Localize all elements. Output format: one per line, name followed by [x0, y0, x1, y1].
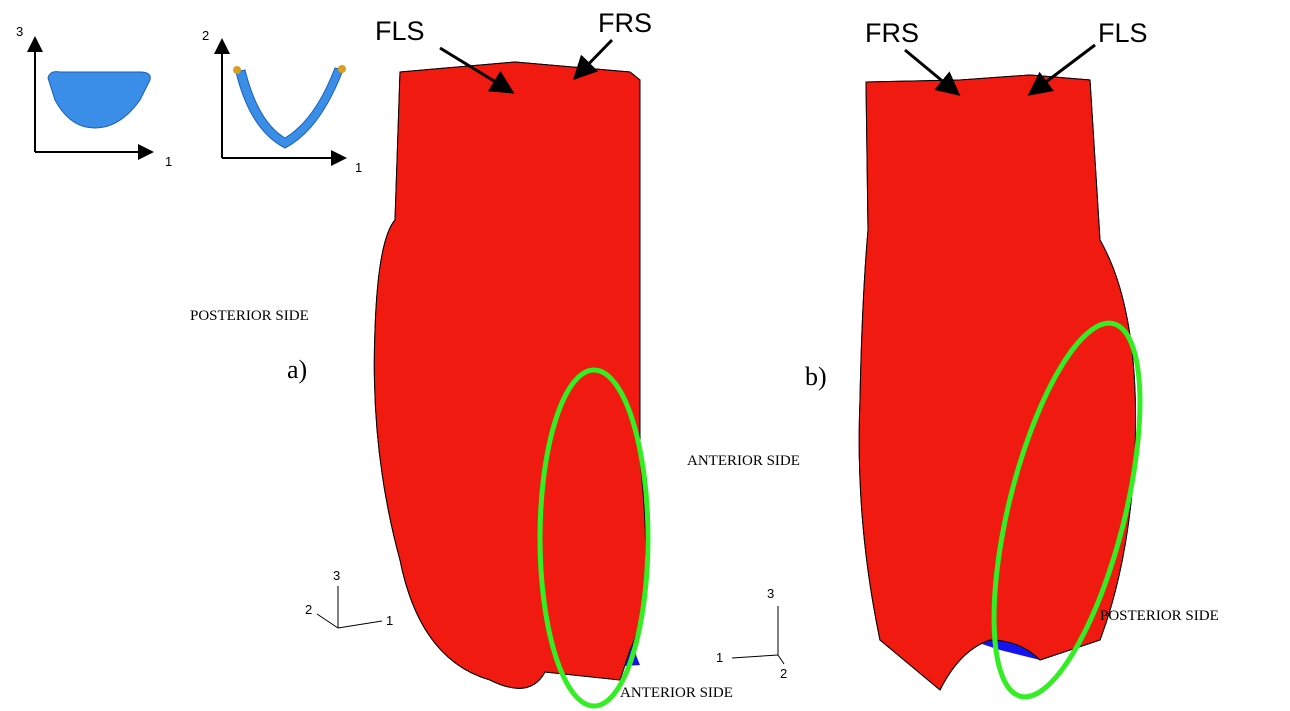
panel-a: FLS FRS POSTERIOR SIDE ANTERIOR SIDE a) … [190, 8, 733, 706]
figure: 3 1 2 1 FLS FRS POSTERIOR SIDE ANTERIOR … [0, 0, 1290, 711]
side-label: ANTERIOR SIDE [687, 453, 800, 469]
triad-label: 1 [716, 650, 723, 665]
surface-label: FRS [865, 18, 919, 48]
panel-b: FRS FLS ANTERIOR SIDE POSTERIOR SIDE b) … [687, 18, 1219, 710]
mandible-top [236, 68, 343, 148]
triad-label: 2 [305, 602, 312, 617]
side-label: POSTERIOR SIDE [1100, 608, 1219, 624]
surface-label: FLS [1098, 18, 1148, 48]
surface-label: FRS [598, 8, 652, 38]
surface-label: FLS [375, 16, 425, 46]
axis-label: 3 [16, 24, 23, 39]
side-label: POSTERIOR SIDE [190, 308, 309, 324]
side-label: ANTERIOR SIDE [620, 685, 733, 701]
triad-label: 3 [767, 586, 774, 601]
inset-top: 2 1 [202, 28, 362, 175]
triad-label: 1 [386, 613, 393, 628]
axis-label: 1 [355, 160, 362, 175]
axis-label: 2 [202, 28, 209, 43]
panel-label: a) [287, 355, 307, 384]
inset-front: 3 1 [16, 24, 172, 169]
axis-label: 1 [165, 154, 172, 169]
triad-label: 3 [333, 568, 340, 583]
triad-label: 2 [780, 666, 787, 681]
mandible-front [48, 72, 150, 128]
panel-label: b) [805, 362, 827, 391]
